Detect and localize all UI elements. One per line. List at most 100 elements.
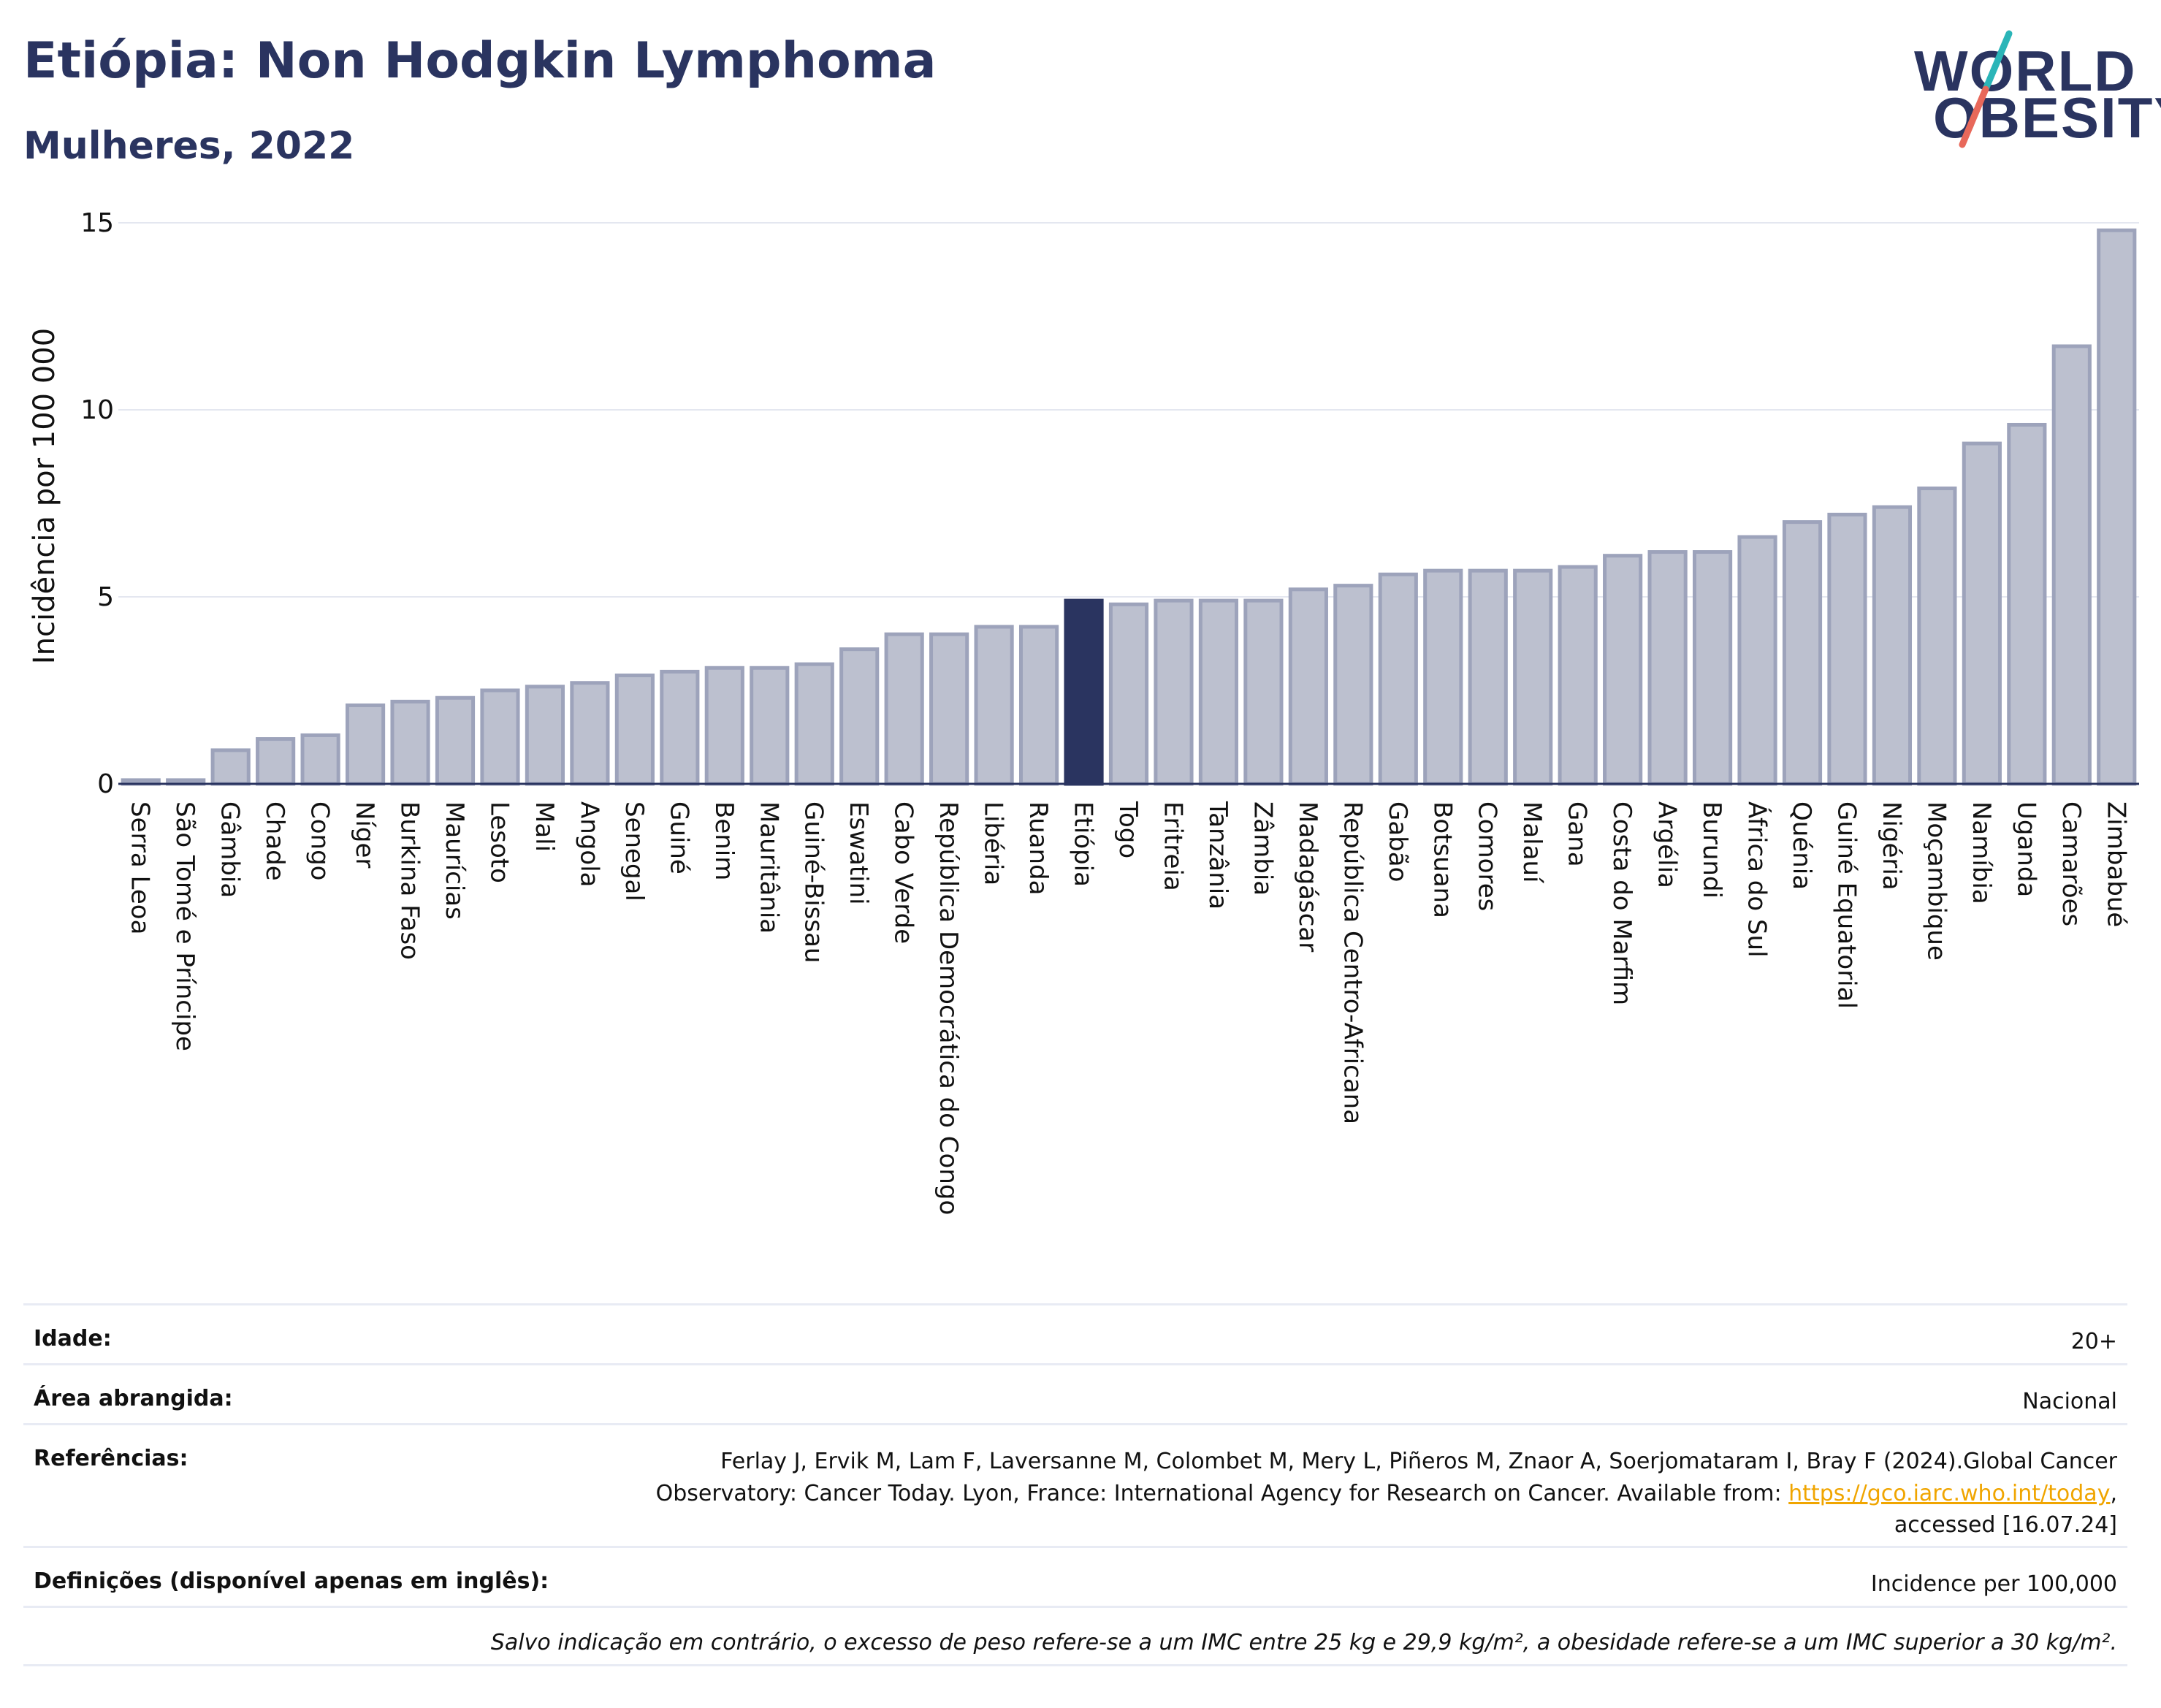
x-tick-label: Gabão	[1383, 801, 1412, 882]
bar	[884, 632, 924, 786]
bar	[1827, 512, 1867, 786]
world-obesity-logo: WORLD OBESITY	[1899, 29, 2161, 153]
bar	[750, 666, 790, 786]
x-tick-label: Libéria	[979, 801, 1008, 885]
info-row-area: Área abrangida: Nacional	[23, 1363, 2127, 1423]
references-line-1: Ferlay J, Ervik M, Lam F, Laversanne M, …	[720, 1449, 2117, 1474]
bar	[1154, 598, 1194, 786]
bar	[2097, 228, 2137, 786]
info-row-age: Idade: 20+	[23, 1303, 2127, 1363]
bar	[390, 699, 430, 786]
x-tick-label: Uganda	[2011, 801, 2040, 897]
bar	[525, 685, 565, 786]
x-tick-label: Madagáscar	[1293, 801, 1322, 952]
x-tick-label: Camarões	[2057, 801, 2086, 926]
bar	[929, 632, 969, 786]
x-tick-label: Comores	[1473, 801, 1502, 911]
x-tick-label: Serra Leoa	[126, 801, 155, 934]
y-tick-label: 0	[97, 769, 114, 799]
bar	[345, 703, 386, 786]
bar	[1468, 568, 1508, 786]
footnote: Salvo indicação em contrário, o excesso …	[23, 1606, 2127, 1664]
x-tick-label: Moçambique	[1921, 801, 1951, 961]
y-tick-label: 5	[97, 582, 114, 612]
bar	[1423, 568, 1463, 786]
x-tick-label: República Democrática do Congo	[934, 801, 963, 1215]
bar	[1243, 598, 1284, 786]
bar	[1378, 572, 1418, 786]
x-tick-label: Etiópia	[1069, 801, 1098, 887]
bar	[1782, 520, 1823, 786]
x-tick-label: Tanzânia	[1203, 801, 1232, 910]
y-tick-label: 10	[80, 395, 114, 425]
bar	[704, 666, 744, 786]
page-subtitle: Mulheres, 2022	[23, 124, 355, 168]
y-tick-label: 15	[80, 208, 114, 238]
bar	[300, 733, 340, 786]
x-tick-label: Cabo Verde	[889, 801, 918, 944]
references-line-3: accessed [16.07.24]	[1894, 1512, 2117, 1538]
references-line-2: Observatory: Cancer Today. Lyon, France:…	[655, 1480, 1789, 1506]
references-value: Ferlay J, Ervik M, Lam F, Laversanne M, …	[656, 1446, 2117, 1541]
bar	[1647, 550, 1688, 786]
y-axis-label: Incidência por 100 000	[28, 328, 61, 664]
x-tick-label: África do Sul	[1742, 801, 1772, 958]
bar	[1198, 598, 1239, 786]
x-tick-label: Níger	[350, 801, 379, 868]
definitions-label: Definições (disponível apenas em inglês)…	[34, 1568, 549, 1594]
x-tick-label: Benim	[709, 801, 739, 880]
bar	[1333, 584, 1373, 786]
page-title: Etiópia: Non Hodgkin Lymphoma	[23, 32, 937, 90]
x-tick-label: Togo	[1113, 801, 1143, 858]
x-tick-label: Guiné	[664, 801, 693, 874]
bar	[2007, 422, 2047, 786]
x-tick-label: Lesoto	[484, 801, 514, 883]
bar	[1558, 565, 1598, 786]
x-tick-label: Guiné Equatorial	[1832, 801, 1861, 1009]
references-link[interactable]: https://gco.iarc.who.int/today	[1788, 1480, 2111, 1506]
x-tick-label: Namíbia	[1967, 801, 1996, 904]
x-tick-label: Eswatini	[844, 801, 873, 905]
bar	[614, 674, 655, 786]
info-row-definitions: Definições (disponível apenas em inglês)…	[23, 1546, 2127, 1606]
bar	[839, 647, 880, 786]
bar	[1603, 554, 1643, 786]
area-label: Área abrangida:	[34, 1386, 233, 1411]
bar	[1872, 505, 1913, 786]
x-tick-label: Botsuana	[1428, 801, 1457, 918]
x-tick-label: Burundi	[1697, 801, 1726, 899]
bar	[2051, 344, 2092, 786]
info-table: Idade: 20+ Área abrangida: Nacional Refe…	[23, 1303, 2127, 1666]
x-tick-label: Mali	[530, 801, 559, 852]
bar	[1288, 587, 1328, 786]
bar	[1962, 441, 2002, 786]
bar	[1108, 602, 1149, 786]
bar	[1917, 487, 1957, 786]
x-tick-label: Quénia	[1787, 801, 1816, 890]
bottom-divider	[23, 1664, 2127, 1666]
bar	[480, 688, 520, 786]
x-tick-label: Costa do Marfim	[1607, 801, 1636, 1005]
x-tick-label: Ruanda	[1024, 801, 1053, 895]
x-tick-label: Gana	[1563, 801, 1592, 867]
bar	[794, 662, 834, 786]
bar	[256, 737, 296, 786]
references-label: Referências:	[34, 1446, 188, 1471]
bar	[1018, 625, 1059, 786]
bar	[570, 681, 610, 786]
x-tick-label: Burkina Faso	[395, 801, 424, 960]
bar	[1737, 535, 1777, 786]
bar-chart: 0 5 10 15 Incidência por 100 000 Serra Leoa Sã…	[28, 208, 2139, 1215]
x-tick-label: São Tomé e Príncipe	[170, 801, 199, 1051]
bar	[974, 625, 1014, 786]
x-tick-label: Angola	[574, 801, 603, 887]
x-tick-label: Zâmbia	[1248, 801, 1277, 896]
info-row-references: Referências: Ferlay J, Ervik M, Lam F, L…	[23, 1423, 2127, 1546]
bar	[435, 695, 476, 786]
bar	[1064, 598, 1104, 786]
definitions-value: Incidence per 100,000	[1870, 1571, 2117, 1597]
age-value: 20+	[2070, 1329, 2117, 1354]
logo-slash-icon	[1959, 30, 2013, 148]
area-value: Nacional	[2022, 1389, 2117, 1414]
logo-line-1: WORLD	[1914, 39, 2137, 103]
